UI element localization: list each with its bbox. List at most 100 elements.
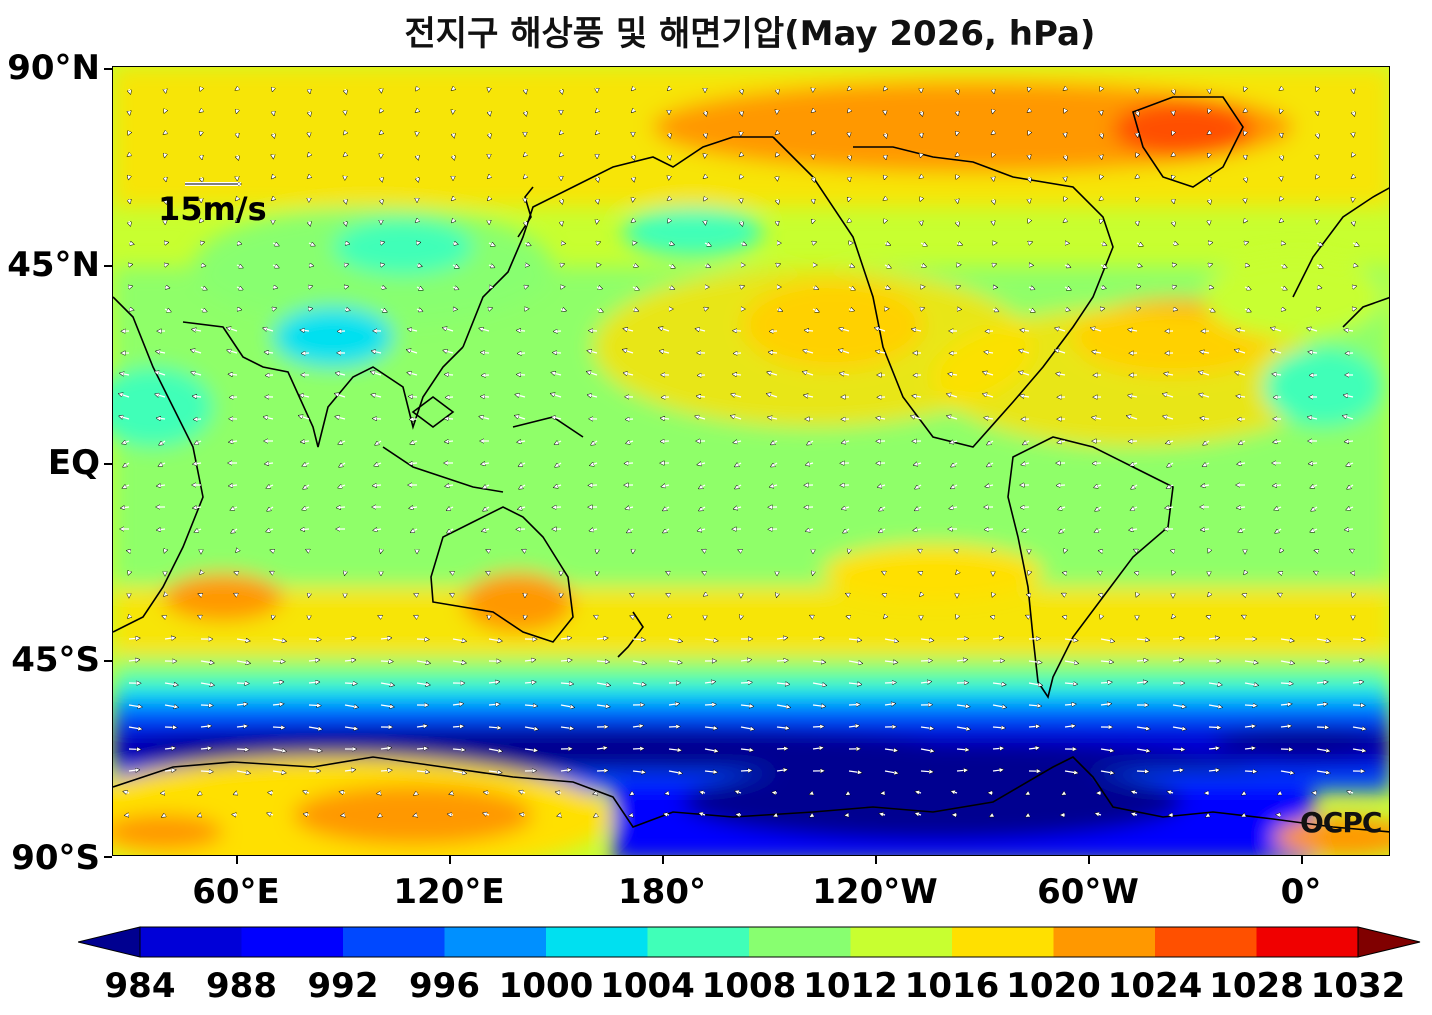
wind-arrow xyxy=(803,372,814,376)
wind-arrow xyxy=(1280,639,1294,641)
lon-tick xyxy=(1088,856,1090,864)
wind-arrow xyxy=(740,177,741,179)
wind-arrow xyxy=(884,199,885,200)
wind-arrow xyxy=(632,287,639,290)
wind-arrow xyxy=(1101,308,1104,309)
wind-arrow xyxy=(1028,287,1034,289)
wind-arrow xyxy=(479,328,490,331)
lon-label-120w: 120°W xyxy=(812,872,938,912)
wind-arrow xyxy=(1129,529,1138,530)
wind-arrow xyxy=(1100,617,1101,619)
wind-arrow xyxy=(561,88,562,94)
wind-arrow xyxy=(810,815,813,817)
wind-arrow xyxy=(849,154,850,160)
wind-arrow xyxy=(668,265,675,268)
wind-arrow xyxy=(1064,551,1065,553)
wind-arrow xyxy=(336,417,346,419)
wind-arrow xyxy=(445,374,454,375)
wind-arrow xyxy=(235,572,237,573)
wind-arrow xyxy=(1278,793,1281,795)
wind-arrow xyxy=(452,265,459,268)
wind-arrow xyxy=(956,749,969,750)
wind-arrow xyxy=(164,770,175,771)
wind-arrow xyxy=(985,529,994,530)
wind-arrow xyxy=(630,793,633,795)
wind-arrow xyxy=(1316,661,1329,662)
wind-arrow xyxy=(1029,155,1030,159)
wind-arrow xyxy=(956,177,957,179)
wind-arrow xyxy=(417,176,418,182)
wind-arrow xyxy=(380,748,391,749)
lat-label-eq: EQ xyxy=(47,443,100,483)
wind-arrow xyxy=(121,507,130,508)
colorbar-cell xyxy=(1155,927,1257,957)
wind-arrow xyxy=(632,683,645,685)
wind-arrow xyxy=(1244,111,1245,112)
wind-arrow xyxy=(848,661,862,663)
wind-arrow xyxy=(200,265,205,266)
wind-arrow xyxy=(198,793,201,795)
wind-arrow xyxy=(1281,133,1282,137)
wind-arrow xyxy=(453,132,454,137)
wind-arrow xyxy=(1064,661,1078,663)
wind-arrow xyxy=(698,463,706,465)
wind-arrow xyxy=(770,485,778,487)
wind-arrow xyxy=(164,705,178,707)
wind-arrow xyxy=(156,351,166,353)
wind-arrow xyxy=(884,771,898,773)
wind-arrow xyxy=(267,506,274,511)
wind-arrow xyxy=(992,683,1005,685)
wind-arrow xyxy=(236,749,249,750)
wind-arrow xyxy=(1201,529,1210,530)
wind-arrow xyxy=(661,418,670,419)
wind-arrow xyxy=(518,507,526,509)
wind-arrow xyxy=(266,529,274,532)
colorbar-tick-label: 988 xyxy=(206,966,277,1006)
wind-arrow xyxy=(1352,660,1363,661)
wind-arrow xyxy=(987,463,994,466)
wind-arrow xyxy=(1100,704,1111,705)
wind-arrow xyxy=(848,199,849,201)
wind-arrow xyxy=(884,749,897,751)
wind-arrow xyxy=(159,463,166,466)
wind-arrow xyxy=(337,507,346,508)
wind-arrow xyxy=(483,506,490,511)
colorbar-cell xyxy=(140,927,242,957)
wind-arrow xyxy=(453,154,454,160)
lon-tick xyxy=(875,856,877,864)
wind-arrow xyxy=(740,660,751,661)
wind-arrow xyxy=(164,638,175,639)
wind-arrow xyxy=(1026,815,1029,817)
wind-arrow xyxy=(164,748,175,749)
wind-arrow xyxy=(626,507,634,509)
wind-arrow xyxy=(1316,265,1323,268)
wind-arrow xyxy=(849,177,850,181)
wind-arrow xyxy=(380,133,381,134)
wind-arrow xyxy=(164,111,165,113)
colorbar-min-extend xyxy=(78,926,141,958)
wind-arrow xyxy=(986,485,994,487)
wind-arrow xyxy=(409,507,418,508)
wind-arrow xyxy=(992,727,1005,728)
wind-arrow xyxy=(165,242,168,243)
wind-arrow xyxy=(1062,793,1065,795)
wind-arrow xyxy=(267,485,274,488)
wind-arrow xyxy=(1022,529,1030,532)
wind-arrow xyxy=(632,661,646,663)
wind-arrow xyxy=(1346,463,1354,466)
wind-arrow xyxy=(777,221,778,225)
wind-arrow xyxy=(309,89,310,93)
wind-arrow xyxy=(200,661,214,663)
wind-arrow xyxy=(1281,154,1282,160)
wind-arrow xyxy=(847,616,849,617)
wind-arrow xyxy=(803,350,814,353)
wind-arrow xyxy=(272,199,273,200)
wind-arrow xyxy=(488,199,489,200)
wind-arrow xyxy=(1064,704,1076,705)
wind-arrow xyxy=(409,396,418,397)
wind-arrow xyxy=(632,111,633,112)
wind-arrow xyxy=(1244,221,1245,222)
wind-arrow xyxy=(1244,309,1251,312)
wind-arrow xyxy=(1026,793,1029,795)
wind-arrow xyxy=(697,396,706,397)
